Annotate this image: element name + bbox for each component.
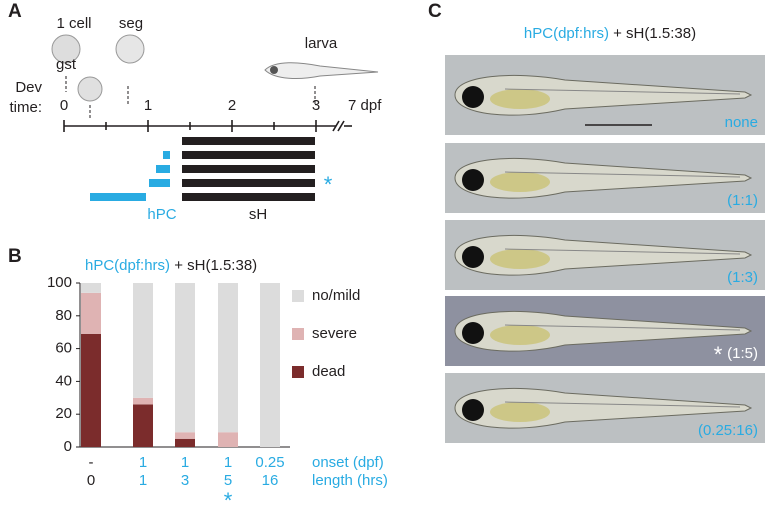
fish-yolk [490, 402, 550, 422]
fish-panels: none (1:1) (1:3) (1:5) (0.25:16) * [445, 55, 765, 443]
legend-swatch [292, 328, 304, 340]
bar-segment [81, 292, 101, 334]
x-tick-label: 1 [224, 454, 232, 471]
legend-label: no/mild [312, 287, 360, 304]
bar-segment [133, 283, 153, 398]
bar-segment [133, 404, 153, 447]
x-tick-label: - [89, 454, 94, 471]
embryo-image [115, 34, 145, 64]
fish-notochord [504, 88, 741, 95]
embryo-image [51, 34, 81, 64]
title-part: + sH(1.5:38) [613, 25, 696, 42]
panel-label: C [428, 1, 442, 22]
larva-eye [270, 66, 278, 74]
legend-label: severe [312, 325, 357, 342]
condition-label: (1:3) [727, 269, 758, 286]
hpc-label: hPC [147, 206, 176, 223]
axis-label: time: [9, 99, 42, 116]
stage-label: larva [305, 35, 338, 52]
sh-label: sH [249, 206, 267, 223]
timeline-tick: 1 [144, 97, 152, 114]
chart-title: hPC(dpf:hrs) + sH(1.5:38) [85, 257, 257, 274]
x-tick-label: 3 [181, 472, 189, 489]
panel-title: hPC(dpf:hrs) + sH(1.5:38) [524, 25, 696, 42]
fish-notochord [504, 401, 741, 408]
panel-label: A [8, 1, 22, 22]
x-tick-label: 5 [224, 472, 232, 489]
timeline [63, 120, 352, 132]
fish-yolk [490, 172, 550, 192]
bar-segment [175, 438, 195, 447]
hpc-bars [90, 151, 170, 201]
fish-yolk [490, 325, 550, 345]
embryo-image [77, 76, 103, 102]
y-tick-label: 80 [55, 307, 72, 324]
x-tick-label: 1 [181, 454, 189, 471]
annotation: * [224, 488, 233, 509]
x-tick-label: 16 [262, 472, 279, 489]
timeline-tick: 3 [312, 97, 320, 114]
fish-notochord [504, 248, 741, 255]
title-part: hPC(dpf:hrs) [524, 25, 609, 42]
bar-segment [218, 432, 238, 447]
larva-image [264, 62, 379, 79]
bar-segment [133, 397, 153, 405]
title-part: + sH(1.5:38) [174, 257, 257, 274]
fish-eye [462, 399, 484, 421]
stage-label: gst [56, 56, 77, 73]
y-tick-label: 100 [47, 274, 72, 291]
bar-segment [260, 283, 280, 447]
bar-segment [81, 283, 101, 293]
x-label: length (hrs) [312, 472, 388, 489]
legend-swatch [292, 290, 304, 302]
fish-eye [462, 322, 484, 344]
bar-segment [175, 432, 195, 439]
stage-label: seg [119, 15, 143, 32]
fish-eye [462, 86, 484, 108]
fish-eye [462, 169, 484, 191]
fish-notochord [504, 171, 741, 178]
x-tick-label: 1 [139, 472, 147, 489]
y-tick-label: 20 [55, 405, 72, 422]
y-tick-label: 0 [64, 438, 72, 455]
timeline-tick: 0 [60, 97, 68, 114]
fish-eye [462, 246, 484, 268]
condition-label: none [725, 114, 758, 131]
bar-segment [175, 283, 195, 433]
bar-segment [218, 283, 238, 433]
panel-label: B [8, 246, 22, 267]
stage-label: 1 cell [56, 15, 91, 32]
condition-label: (1:1) [727, 192, 758, 209]
title-part: hPC(dpf:hrs) [85, 257, 170, 274]
marker: * [324, 172, 333, 197]
x-tick-label: 0 [87, 472, 95, 489]
marker: * [714, 342, 723, 367]
fish-notochord [504, 324, 741, 331]
x-tick-label: 1 [139, 454, 147, 471]
fish-yolk [490, 249, 550, 269]
legend-swatch [292, 366, 304, 378]
sh-bars [182, 137, 315, 201]
stage-markers [65, 76, 316, 118]
condition-label: (0.25:16) [698, 422, 758, 439]
fish-yolk [490, 89, 550, 109]
y-tick-label: 40 [55, 372, 72, 389]
timeline-tick: 7 dpf [348, 97, 382, 114]
bar-segment [81, 333, 101, 447]
x-tick-label: 0.25 [255, 454, 284, 471]
y-tick-label: 60 [55, 340, 72, 357]
legend-label: dead [312, 363, 345, 380]
condition-label: (1:5) [727, 345, 758, 362]
timeline-tick: 2 [228, 97, 236, 114]
axis-label: Dev [15, 79, 42, 96]
x-label: onset (dpf) [312, 454, 384, 471]
